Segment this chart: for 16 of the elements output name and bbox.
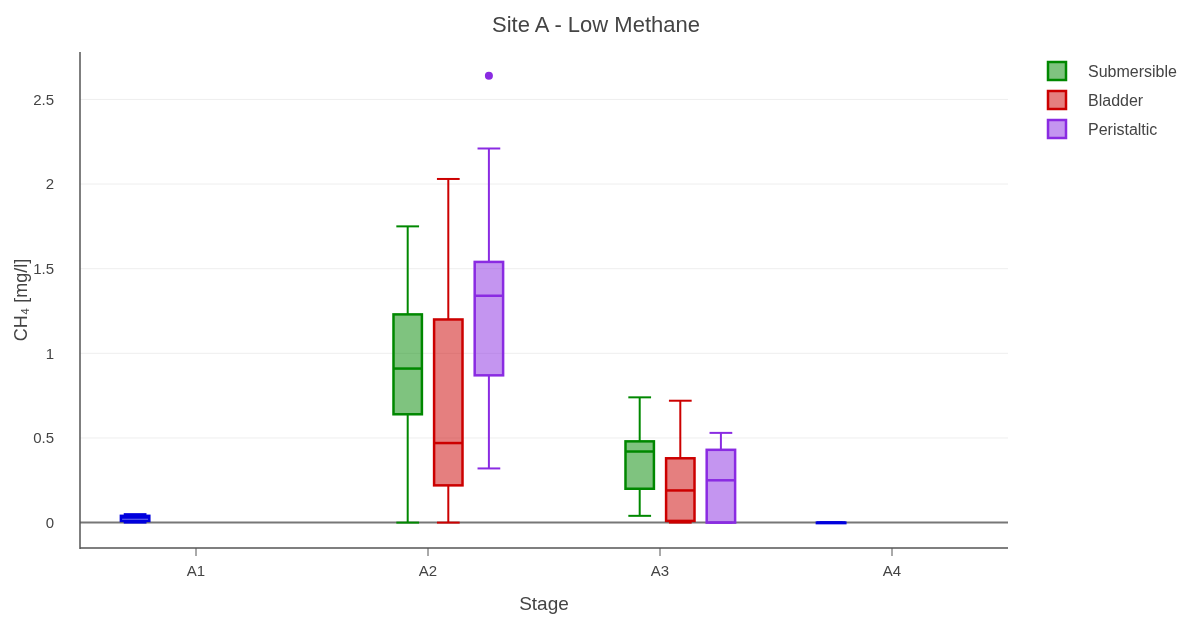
y-tick-label: 0 [45, 513, 54, 531]
chart-title: Site A - Low Methane [492, 12, 700, 37]
legend-label: Submersible [1088, 62, 1178, 80]
y-tick-label: 1 [45, 344, 54, 362]
x-tick-label: A4 [882, 562, 902, 579]
y-tick-label: 1.5 [33, 259, 54, 277]
x-tick-label: A1 [186, 562, 206, 579]
x-axis-title: Stage [519, 593, 569, 614]
legend-label: Bladder [1088, 91, 1144, 109]
y-tick-label: 2.5 [33, 90, 54, 108]
y-tick-label: 0.5 [33, 429, 54, 447]
x-tick-label: A3 [650, 562, 670, 579]
x-tick-label: A2 [418, 562, 438, 579]
y-tick-label: 2 [45, 175, 54, 193]
y-axis-title: CH₄ [mg/l] [11, 258, 31, 342]
legend-label: Peristaltic [1088, 120, 1158, 138]
